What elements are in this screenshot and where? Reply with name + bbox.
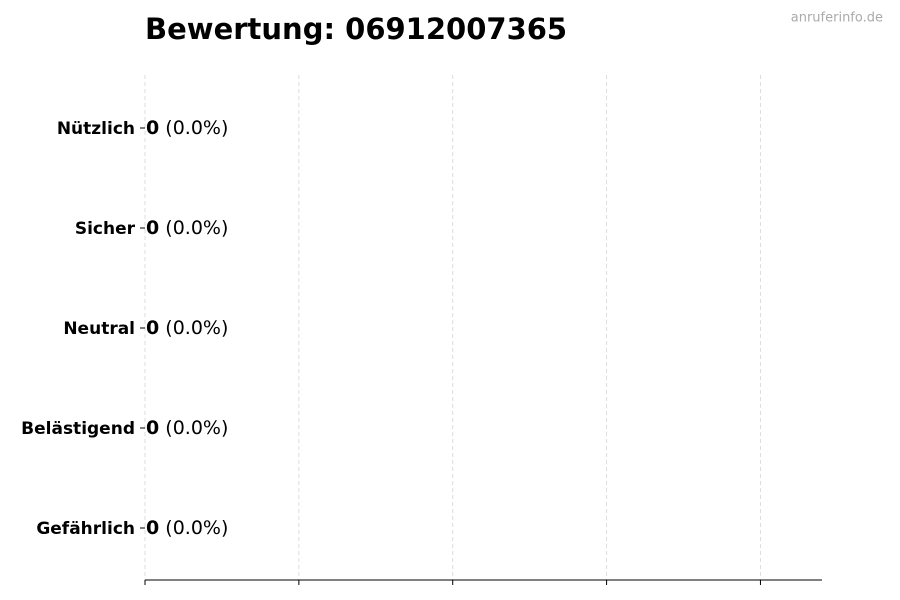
value-count: 0 [146,217,159,239]
value-label: 0 (0.0%) [146,517,228,539]
chart-title: Bewertung: 06912007365 [145,12,567,46]
value-label: 0 (0.0%) [146,317,228,339]
value-label: 0 (0.0%) [146,117,228,139]
y-tick-label: Gefährlich [36,519,135,539]
value-percent: (0.0%) [165,217,228,239]
value-count: 0 [146,317,159,339]
value-percent: (0.0%) [165,417,228,439]
value-count: 0 [146,417,159,439]
y-tick-label: Neutral [63,319,135,339]
y-tick-label: Nützlich [57,119,135,139]
y-tick-label: Sicher [75,219,136,239]
value-count: 0 [146,517,159,539]
value-percent: (0.0%) [165,317,228,339]
value-label: 0 (0.0%) [146,217,228,239]
watermark: anruferinfo.de [791,11,883,26]
value-percent: (0.0%) [165,117,228,139]
value-percent: (0.0%) [165,517,228,539]
value-label: 0 (0.0%) [146,417,228,439]
y-tick-label: Belästigend [21,419,135,439]
value-count: 0 [146,117,159,139]
